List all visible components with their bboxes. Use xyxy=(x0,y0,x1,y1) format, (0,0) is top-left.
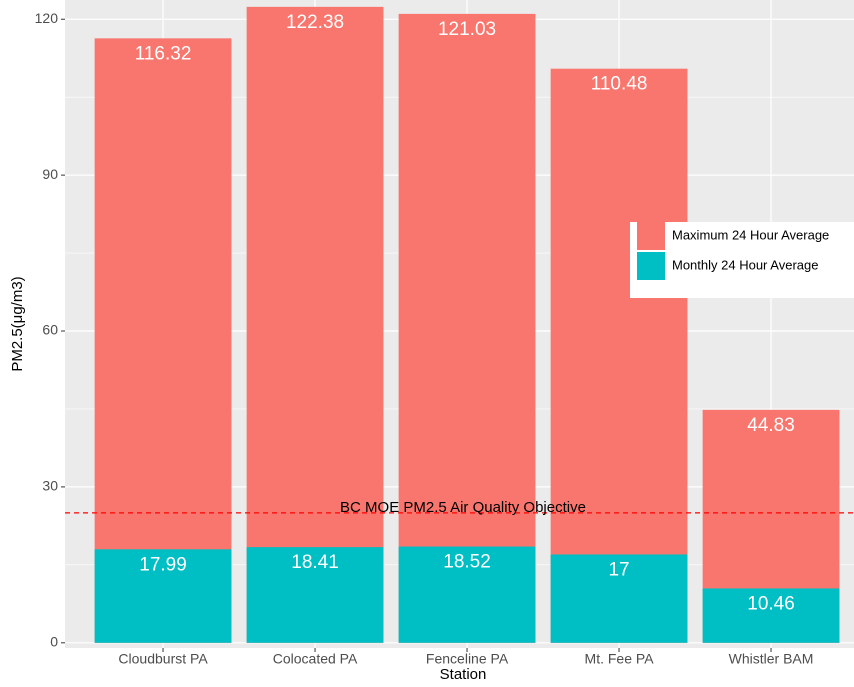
legend-label: Maximum 24 Hour Average xyxy=(672,227,829,242)
bar xyxy=(398,13,536,643)
legend-swatch xyxy=(637,222,665,250)
legend: Maximum 24 Hour Average Monthly 24 Hour A… xyxy=(630,222,854,298)
bars: 116.32 122.38 121.03 110.48 44.83 17.99 18.41 1… xyxy=(94,6,840,643)
bar xyxy=(246,6,384,643)
value-label: 17.99 xyxy=(139,554,187,575)
value-label: 44.83 xyxy=(747,415,795,436)
bar xyxy=(550,68,688,643)
legend-label: Monthly 24 Hour Average xyxy=(672,257,818,272)
value-label: 17 xyxy=(608,559,629,580)
bar xyxy=(94,38,232,643)
y-axis-title: PM2.5(μg/m3) xyxy=(9,276,26,371)
y-tick-label: 90 xyxy=(42,166,58,182)
x-axis-title: Station xyxy=(440,666,487,682)
y-tick-label: 30 xyxy=(42,478,58,494)
value-label: 116.32 xyxy=(135,43,192,64)
value-label: 10.46 xyxy=(747,593,795,614)
reference-label: BC MOE PM2.5 Air Quality Objective xyxy=(340,499,586,516)
x-tick-label: Cloudburst PA xyxy=(118,651,208,667)
value-label: 122.38 xyxy=(286,12,344,33)
value-label: 121.03 xyxy=(438,19,496,40)
bar xyxy=(550,554,688,643)
value-label: 18.41 xyxy=(291,552,339,573)
bar xyxy=(702,588,840,643)
bar xyxy=(398,546,536,643)
legend-box xyxy=(630,222,854,298)
value-label: 110.48 xyxy=(591,74,648,95)
bar xyxy=(94,549,232,643)
y-tick-label: 60 xyxy=(42,322,58,338)
x-tick-label: Mt. Fee PA xyxy=(585,651,655,667)
bar xyxy=(246,547,384,643)
y-tick-label: 0 xyxy=(50,634,58,650)
y-tick-label: 120 xyxy=(35,10,59,26)
value-label: 18.52 xyxy=(443,552,491,573)
x-tick-label: Colocated PA xyxy=(273,651,358,667)
legend-swatch xyxy=(637,252,665,280)
x-tick-label: Whistler BAM xyxy=(729,651,814,667)
x-tick-label: Fenceline PA xyxy=(426,651,509,667)
